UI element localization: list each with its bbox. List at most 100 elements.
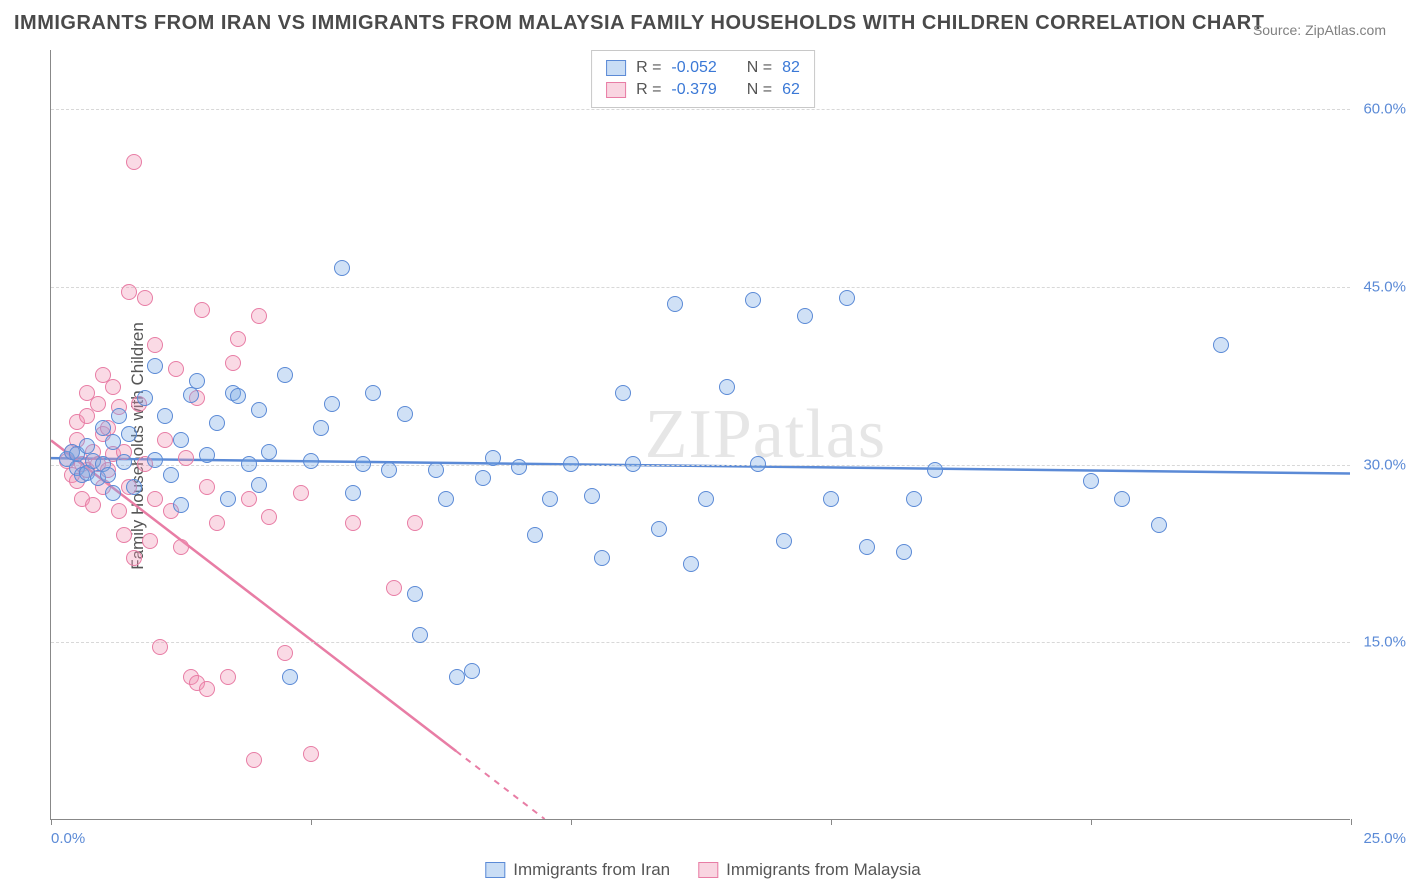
scatter-point-iran — [173, 497, 189, 513]
swatch-malaysia-icon — [606, 82, 626, 98]
scatter-point-malaysia — [90, 396, 106, 412]
scatter-point-iran — [100, 467, 116, 483]
scatter-point-iran — [105, 434, 121, 450]
scatter-point-malaysia — [303, 746, 319, 762]
scatter-point-iran — [625, 456, 641, 472]
scatter-point-iran — [111, 408, 127, 424]
scatter-point-iran — [563, 456, 579, 472]
legend-swatch-malaysia-icon — [698, 862, 718, 878]
scatter-point-iran — [542, 491, 558, 507]
x-tick-mark — [571, 819, 572, 825]
scatter-point-iran — [906, 491, 922, 507]
scatter-point-iran — [79, 438, 95, 454]
scatter-point-iran — [355, 456, 371, 472]
scatter-point-malaysia — [293, 485, 309, 501]
scatter-point-iran — [261, 444, 277, 460]
x-tick-mark — [1091, 819, 1092, 825]
scatter-point-iran — [511, 459, 527, 475]
scatter-point-malaysia — [173, 539, 189, 555]
x-tick-mark — [311, 819, 312, 825]
legend-swatch-iran-icon — [485, 862, 505, 878]
stats-row-iran: R = -0.052 N = 82 — [606, 57, 800, 79]
scatter-point-iran — [719, 379, 735, 395]
y-tick-label: 45.0% — [1354, 278, 1406, 295]
scatter-point-malaysia — [126, 550, 142, 566]
scatter-point-malaysia — [407, 515, 423, 531]
scatter-point-iran — [449, 669, 465, 685]
scatter-point-iran — [116, 454, 132, 470]
scatter-point-malaysia — [168, 361, 184, 377]
scatter-point-iran — [475, 470, 491, 486]
scatter-point-iran — [464, 663, 480, 679]
x-tick-label: 25.0% — [1354, 830, 1406, 847]
scatter-point-malaysia — [152, 639, 168, 655]
scatter-point-iran — [859, 539, 875, 555]
gridline-h — [51, 109, 1350, 110]
source-name: ZipAtlas.com — [1305, 22, 1386, 38]
legend-item-iran: Immigrants from Iran — [485, 860, 670, 880]
scatter-point-malaysia — [178, 450, 194, 466]
scatter-point-iran — [95, 420, 111, 436]
r-value-iran: -0.052 — [671, 59, 716, 77]
y-tick-label: 60.0% — [1354, 101, 1406, 118]
scatter-point-iran — [199, 447, 215, 463]
n-label: N = — [747, 81, 772, 99]
scatter-point-iran — [183, 387, 199, 403]
scatter-point-iran — [365, 385, 381, 401]
x-tick-mark — [831, 819, 832, 825]
legend-item-malaysia: Immigrants from Malaysia — [698, 860, 921, 880]
r-label: R = — [636, 81, 661, 99]
scatter-point-malaysia — [194, 302, 210, 318]
legend-label-iran: Immigrants from Iran — [513, 860, 670, 880]
scatter-point-malaysia — [241, 491, 257, 507]
scatter-point-iran — [241, 456, 257, 472]
scatter-point-iran — [1083, 473, 1099, 489]
scatter-point-malaysia — [345, 515, 361, 531]
scatter-point-iran — [797, 308, 813, 324]
trend-line-dashed-malaysia — [456, 751, 544, 819]
scatter-point-iran — [438, 491, 454, 507]
n-label: N = — [747, 59, 772, 77]
gridline-h — [51, 287, 1350, 288]
scatter-point-malaysia — [147, 337, 163, 353]
scatter-point-iran — [126, 479, 142, 495]
scatter-point-iran — [584, 488, 600, 504]
legend-label-malaysia: Immigrants from Malaysia — [726, 860, 921, 880]
scatter-point-iran — [615, 385, 631, 401]
scatter-point-iran — [313, 420, 329, 436]
scatter-point-iran — [651, 521, 667, 537]
chart-title: IMMIGRANTS FROM IRAN VS IMMIGRANTS FROM … — [14, 12, 1264, 35]
scatter-point-iran — [896, 544, 912, 560]
scatter-point-malaysia — [111, 503, 127, 519]
scatter-point-malaysia — [209, 515, 225, 531]
scatter-point-iran — [594, 550, 610, 566]
scatter-point-iran — [282, 669, 298, 685]
scatter-point-iran — [683, 556, 699, 572]
scatter-point-iran — [147, 358, 163, 374]
x-tick-label: 0.0% — [51, 830, 85, 847]
scatter-point-malaysia — [261, 509, 277, 525]
scatter-point-iran — [485, 450, 501, 466]
scatter-point-iran — [137, 390, 153, 406]
scatter-point-iran — [121, 426, 137, 442]
scatter-point-malaysia — [386, 580, 402, 596]
scatter-point-iran — [412, 627, 428, 643]
scatter-point-iran — [209, 415, 225, 431]
scatter-point-iran — [527, 527, 543, 543]
series-legend: Immigrants from Iran Immigrants from Mal… — [485, 860, 920, 880]
scatter-point-iran — [839, 290, 855, 306]
scatter-point-iran — [105, 485, 121, 501]
n-value-iran: 82 — [782, 59, 800, 77]
scatter-point-malaysia — [251, 308, 267, 324]
scatter-point-malaysia — [157, 432, 173, 448]
scatter-point-iran — [823, 491, 839, 507]
x-tick-mark — [1351, 819, 1352, 825]
gridline-h — [51, 642, 1350, 643]
source-prefix: Source: — [1253, 22, 1305, 38]
scatter-point-iran — [407, 586, 423, 602]
r-label: R = — [636, 59, 661, 77]
correlation-stats-box: R = -0.052 N = 82 R = -0.379 N = 62 — [591, 50, 815, 108]
scatter-point-malaysia — [277, 645, 293, 661]
scatter-point-iran — [345, 485, 361, 501]
scatter-point-iran — [303, 453, 319, 469]
